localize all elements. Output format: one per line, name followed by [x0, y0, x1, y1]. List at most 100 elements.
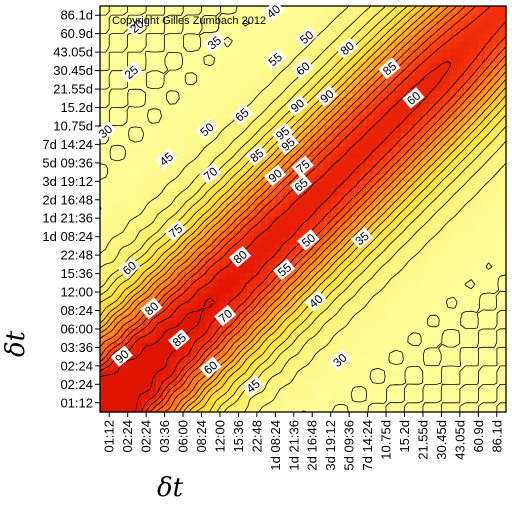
heatmap-cell [345, 314, 353, 322]
heatmap-cell [191, 300, 199, 308]
heatmap-cell [121, 363, 129, 371]
heatmap-cell [457, 342, 465, 350]
heatmap-cell [415, 111, 423, 119]
heatmap-cell [226, 349, 234, 357]
heatmap-cell [408, 55, 416, 63]
heatmap-cell [254, 272, 262, 280]
heatmap-cell [240, 272, 248, 280]
heatmap-cell [436, 251, 444, 259]
heatmap-cell [121, 48, 129, 56]
heatmap-cell [219, 286, 227, 294]
heatmap-cell [156, 76, 164, 84]
heatmap-cell [184, 321, 192, 329]
heatmap-cell [352, 104, 360, 112]
heatmap-cell [324, 34, 332, 42]
heatmap-cell [212, 230, 220, 238]
heatmap-cell [366, 321, 374, 329]
heatmap-cell [261, 90, 269, 98]
heatmap-cell [261, 202, 269, 210]
heatmap-cell [219, 83, 227, 91]
heatmap-cell [499, 314, 507, 322]
heatmap-cell [499, 265, 507, 273]
heatmap-cell [142, 132, 150, 140]
heatmap-cell [310, 335, 318, 343]
heatmap-cell [471, 293, 479, 301]
heatmap-cell [149, 370, 157, 378]
heatmap-cell [191, 195, 199, 203]
heatmap-cell [443, 321, 451, 329]
heatmap-cell [324, 55, 332, 63]
heatmap-cell [184, 13, 192, 21]
heatmap-cell [394, 321, 402, 329]
heatmap-cell [380, 104, 388, 112]
heatmap-cell [261, 153, 269, 161]
heatmap-cell [324, 216, 332, 224]
heatmap-cell [429, 230, 437, 238]
heatmap-cell [317, 41, 325, 49]
heatmap-cell [233, 237, 241, 245]
heatmap-cell [163, 223, 171, 231]
heatmap-cell [219, 132, 227, 140]
heatmap-cell [170, 195, 178, 203]
heatmap-cell [114, 90, 122, 98]
heatmap-cell [380, 363, 388, 371]
heatmap-cell [345, 195, 353, 203]
heatmap-cell [387, 13, 395, 21]
heatmap-cell [107, 384, 115, 392]
heatmap-cell [205, 293, 213, 301]
heatmap-cell [471, 97, 479, 105]
heatmap-cell [128, 139, 136, 147]
heatmap-cell [170, 6, 178, 14]
heatmap-cell [345, 20, 353, 28]
heatmap-cell [422, 230, 430, 238]
heatmap-cell [212, 244, 220, 252]
heatmap-cell [464, 314, 472, 322]
heatmap-cell [338, 272, 346, 280]
heatmap-cell [401, 230, 409, 238]
heatmap-cell [107, 41, 115, 49]
heatmap-cell [415, 286, 423, 294]
heatmap-cell [380, 356, 388, 364]
heatmap-cell [170, 244, 178, 252]
heatmap-cell [177, 202, 185, 210]
heatmap-cell [303, 188, 311, 196]
heatmap-cell [226, 69, 234, 77]
heatmap-cell [499, 69, 507, 77]
heatmap-cell [275, 349, 283, 357]
heatmap-cell [142, 314, 150, 322]
heatmap-cell [394, 69, 402, 77]
heatmap-cell [478, 181, 486, 189]
heatmap-cell [247, 286, 255, 294]
heatmap-cell [429, 83, 437, 91]
heatmap-cell [107, 13, 115, 21]
heatmap-cell [254, 279, 262, 287]
heatmap-cell [450, 153, 458, 161]
heatmap-cell [240, 48, 248, 56]
heatmap-cell [317, 195, 325, 203]
heatmap-cell [149, 76, 157, 84]
heatmap-cell [198, 209, 206, 217]
heatmap-cell [401, 41, 409, 49]
heatmap-cell [471, 209, 479, 217]
heatmap-cell [156, 195, 164, 203]
heatmap-cell [226, 13, 234, 21]
heatmap-cell [324, 356, 332, 364]
heatmap-cell [191, 349, 199, 357]
heatmap-cell [401, 48, 409, 56]
heatmap-cell [268, 314, 276, 322]
heatmap-cell [478, 76, 486, 84]
heatmap-cell [296, 398, 304, 406]
heatmap-cell [401, 377, 409, 385]
heatmap-cell [408, 384, 416, 392]
heatmap-cell [170, 272, 178, 280]
heatmap-cell [464, 307, 472, 315]
heatmap-cell [142, 356, 150, 364]
heatmap-cell [219, 20, 227, 28]
heatmap-cell [345, 377, 353, 385]
heatmap-cell [450, 160, 458, 168]
heatmap-cell [394, 6, 402, 14]
heatmap-cell [268, 307, 276, 315]
heatmap-cell [408, 167, 416, 175]
heatmap-cell [247, 356, 255, 364]
heatmap-cell [191, 132, 199, 140]
